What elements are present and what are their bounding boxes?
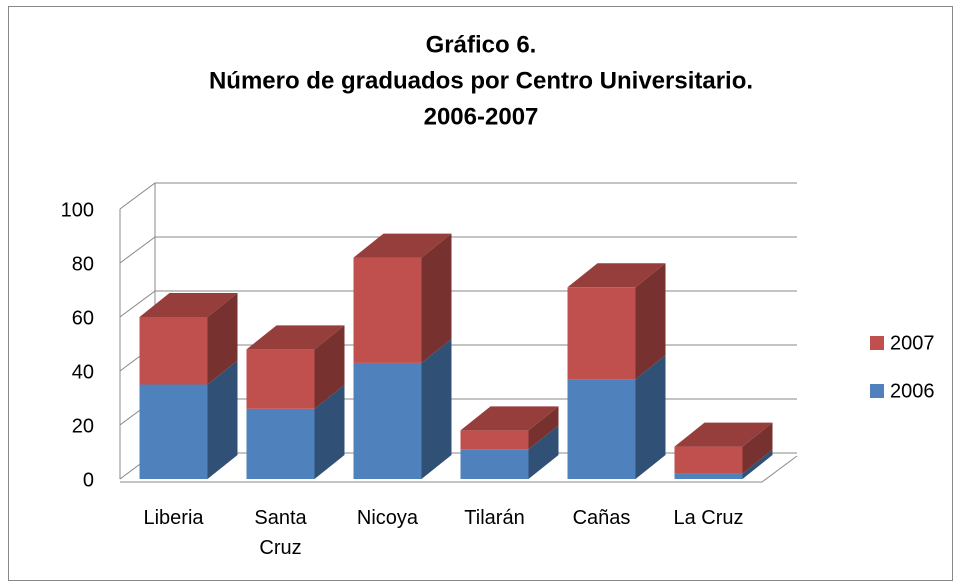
bar xyxy=(674,446,743,474)
chart-title: Gráfico 6. xyxy=(426,31,537,58)
bar xyxy=(139,384,208,479)
bar xyxy=(246,408,315,479)
chart-title: Número de graduados por Centro Universit… xyxy=(209,67,753,94)
legend-swatch xyxy=(870,336,884,350)
bar-side xyxy=(742,422,773,474)
x-tick-label: La Cruz xyxy=(673,507,744,529)
bar xyxy=(246,349,315,409)
x-tick-label: Cañas xyxy=(572,507,631,529)
bar-top xyxy=(674,422,773,447)
bar-side xyxy=(207,293,238,385)
y-tick-label: 0 xyxy=(83,469,94,491)
bar-top xyxy=(353,233,452,258)
chart-border xyxy=(8,6,953,581)
bar xyxy=(139,317,208,385)
bar xyxy=(353,257,422,363)
y-tick-label: 20 xyxy=(72,415,94,437)
bar-side xyxy=(314,384,345,479)
bar-top xyxy=(246,325,345,350)
bar-top xyxy=(567,263,666,288)
bar xyxy=(674,473,743,479)
bar xyxy=(567,379,636,479)
legend-label: 2007 xyxy=(890,332,935,354)
bar-side xyxy=(635,355,666,479)
bar-side xyxy=(421,233,452,363)
legend-label: 2006 xyxy=(890,380,935,402)
bar xyxy=(460,449,529,479)
bar-side xyxy=(635,263,666,380)
bar-top xyxy=(139,293,238,317)
bar-side xyxy=(528,406,559,450)
y-tick-label: 100 xyxy=(61,199,94,221)
y-tick-label: 60 xyxy=(72,307,94,329)
y-tick-label: 40 xyxy=(72,361,94,383)
y-tick-label: 80 xyxy=(72,253,94,275)
grid-line xyxy=(119,236,797,264)
x-tick-label: Nicoya xyxy=(356,507,419,529)
floor xyxy=(120,455,798,483)
chart-title: 2006-2007 xyxy=(424,103,539,130)
x-tick-label: Liberia xyxy=(143,507,204,529)
bar-side xyxy=(528,425,559,479)
bar xyxy=(567,287,636,380)
x-tick-label: Santa Cruz xyxy=(254,507,307,559)
x-tick-label: Tilarán xyxy=(464,507,525,529)
bar-side xyxy=(314,325,345,409)
bar-side xyxy=(742,449,773,479)
bar xyxy=(353,362,422,479)
bar-side xyxy=(421,338,452,479)
grid-line xyxy=(119,182,797,210)
bar-top xyxy=(460,406,559,431)
bar-side xyxy=(207,360,238,479)
legend-swatch xyxy=(870,384,884,398)
bar xyxy=(460,430,529,450)
